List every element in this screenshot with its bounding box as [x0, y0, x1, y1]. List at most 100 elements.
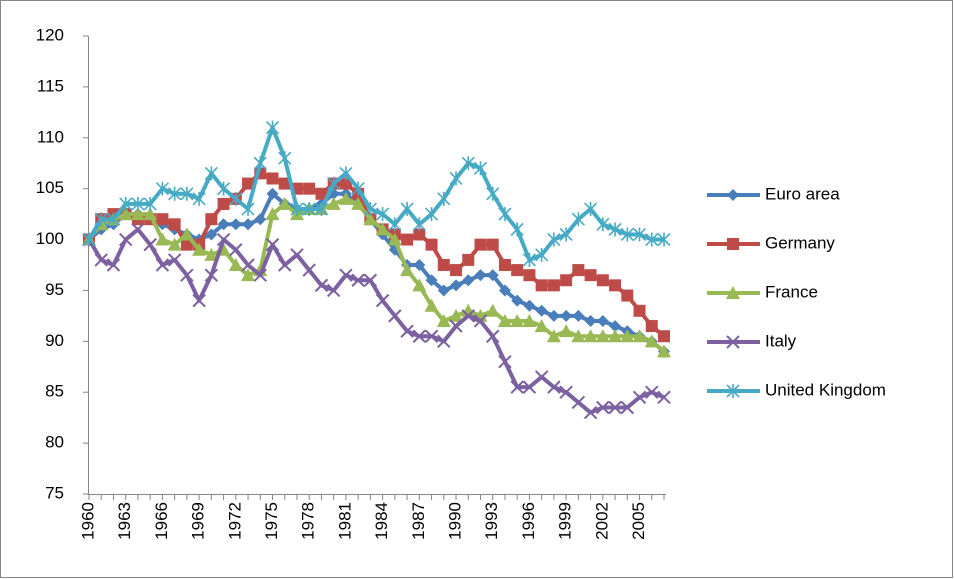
marker: [204, 247, 219, 261]
marker: [473, 161, 488, 176]
marker: [242, 218, 255, 231]
marker: [424, 329, 439, 343]
marker: [278, 177, 291, 190]
marker: [155, 181, 169, 196]
y-tick-label: 105: [36, 178, 64, 197]
marker: [534, 319, 549, 333]
marker: [254, 213, 267, 226]
marker: [522, 252, 536, 267]
marker: [657, 344, 671, 358]
marker: [204, 166, 218, 181]
marker: [339, 268, 353, 282]
marker: [727, 189, 739, 201]
y-tick-label: 110: [37, 127, 64, 146]
marker: [571, 395, 586, 410]
marker: [155, 258, 170, 272]
marker: [228, 258, 243, 271]
marker: [302, 263, 316, 277]
marker: [632, 329, 647, 343]
marker: [303, 182, 316, 195]
marker: [376, 207, 390, 222]
marker: [168, 218, 181, 231]
marker: [205, 228, 218, 241]
marker: [168, 186, 182, 201]
marker: [339, 177, 352, 190]
marker: [510, 380, 524, 394]
marker: [583, 329, 598, 343]
marker: [412, 217, 426, 232]
marker: [326, 283, 341, 298]
x-tick-label: 1999: [556, 502, 575, 540]
marker: [241, 202, 255, 217]
marker: [511, 294, 524, 307]
marker: [571, 212, 585, 227]
marker: [424, 298, 439, 312]
marker: [535, 247, 549, 262]
marker: [486, 269, 499, 282]
marker: [241, 258, 255, 272]
marker: [498, 284, 511, 297]
legend-marker: [726, 384, 740, 398]
marker: [278, 258, 292, 272]
y-tick-label: 80: [45, 433, 64, 452]
marker: [645, 320, 658, 333]
marker: [596, 217, 610, 232]
marker: [474, 238, 487, 251]
marker: [449, 171, 463, 186]
marker: [363, 202, 377, 217]
marker: [167, 253, 182, 267]
marker: [388, 217, 402, 232]
marker: [338, 191, 353, 205]
marker: [473, 314, 488, 328]
x-tick-label: 1969: [189, 502, 208, 540]
marker: [253, 156, 267, 171]
marker: [474, 269, 487, 282]
marker: [571, 329, 586, 343]
marker: [450, 264, 463, 277]
y-tick-label: 100: [36, 229, 64, 248]
series: [82, 222, 671, 420]
marker: [314, 202, 329, 217]
marker: [253, 268, 267, 282]
marker: [363, 212, 378, 226]
marker: [217, 197, 230, 210]
marker: [327, 176, 341, 191]
marker: [621, 289, 634, 302]
marker: [596, 400, 610, 415]
marker: [363, 273, 378, 287]
marker: [546, 329, 561, 343]
legend-marker: [726, 335, 740, 349]
marker: [462, 274, 475, 287]
marker: [167, 237, 182, 251]
marker: [523, 269, 536, 282]
marker: [229, 243, 243, 257]
marker: [290, 202, 304, 217]
marker: [229, 218, 242, 231]
marker: [425, 238, 438, 251]
marker: [387, 232, 402, 246]
marker: [450, 279, 463, 292]
marker: [216, 232, 231, 247]
marker: [265, 237, 280, 252]
marker: [658, 330, 670, 343]
marker: [106, 212, 121, 227]
marker: [326, 196, 341, 210]
marker: [645, 232, 659, 247]
marker: [241, 268, 256, 282]
marker: [106, 258, 121, 272]
legend-label: Germany: [765, 233, 835, 252]
x-tick-label: 1975: [262, 502, 281, 540]
marker: [351, 181, 365, 196]
marker: [94, 212, 108, 227]
x-tick-label: 1987: [409, 502, 428, 540]
x-tick-label: 1981: [335, 502, 354, 540]
marker: [266, 187, 279, 200]
marker: [609, 279, 622, 292]
marker: [522, 313, 537, 327]
marker: [560, 274, 573, 287]
y-tick-label: 75: [45, 483, 64, 502]
marker: [265, 207, 280, 221]
marker: [143, 207, 158, 221]
